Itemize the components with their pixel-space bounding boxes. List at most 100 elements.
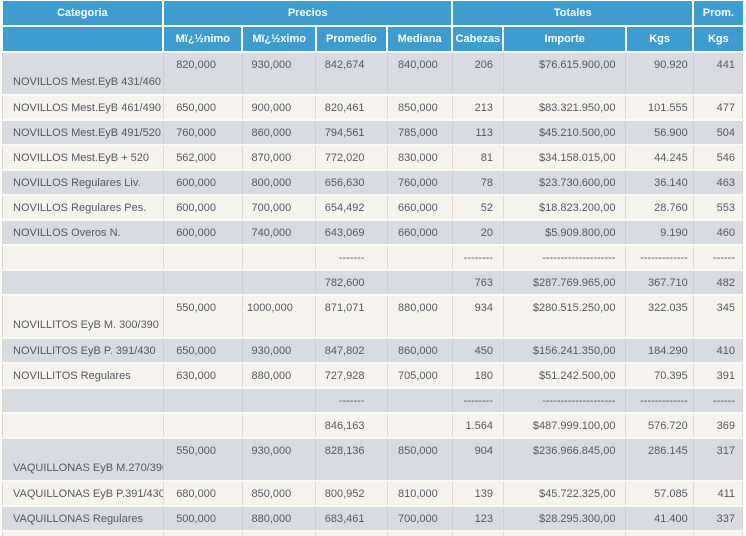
minimo-cell: 562,000 (163, 145, 243, 171)
prom-kgs-cell: 482 (693, 270, 744, 296)
header-maximo: Mï¿½ximo (242, 26, 317, 53)
prom-kgs-cell: 317 (693, 438, 744, 482)
maximo-cell: 850,000 (242, 481, 317, 507)
header-precios: Precios (163, 1, 454, 27)
cabezas-cell: -------- (452, 388, 504, 414)
promedio-cell: 727,928 (315, 363, 388, 389)
kgs-cell: 9.190 (625, 220, 694, 246)
table-row-data: NOVILLOS Overos N. 600,000 740,000 643,0… (2, 220, 744, 246)
header-minimo: Mï¿½nimo (163, 26, 244, 53)
promedio-cell: 800,952 (315, 481, 388, 507)
kgs-cell: ------------- (625, 531, 694, 536)
importe-cell: -------------------- (503, 245, 627, 271)
cabezas-cell: 1.564 (452, 413, 504, 439)
maximo-cell: 860,000 (242, 120, 317, 146)
header-totales: Totales (452, 1, 695, 27)
category-cell: VAQUILLONAS Regulares (2, 506, 164, 532)
kgs-cell: 90.920 (625, 52, 694, 96)
maximo-cell (242, 413, 317, 439)
prom-kgs-cell: 345 (693, 295, 744, 339)
prom-kgs-cell: 546 (693, 145, 744, 171)
mediana-cell: 850,000 (387, 438, 453, 482)
category-cell: NOVILLOS Regulares Pes. (2, 195, 164, 221)
minimo-cell: 680,000 (163, 481, 243, 507)
header-group-row: Categoria Precios Totales Prom. (2, 1, 743, 27)
mediana-cell: 810,000 (387, 481, 453, 507)
kgs-cell: 101.555 (625, 95, 694, 121)
category-cell: NOVILLOS Overos N. (2, 220, 164, 246)
prom-kgs-cell: ------ (693, 388, 744, 414)
maximo-cell (242, 270, 317, 296)
mediana-cell (387, 270, 453, 296)
kgs-cell: 576.720 (625, 413, 694, 439)
kgs-cell: 184.290 (625, 338, 694, 364)
kgs-cell: ------------- (625, 388, 694, 414)
cabezas-cell: 450 (452, 338, 504, 364)
mediana-cell: 660,000 (387, 220, 453, 246)
minimo-cell (163, 531, 243, 536)
prom-kgs-cell: 460 (693, 220, 744, 246)
prom-kgs-cell: ------ (693, 245, 744, 271)
category-cell: VAQUILLONAS EyB P.391/430 (2, 481, 164, 507)
minimo-cell: 550,000 (163, 295, 243, 339)
prom-kgs-cell: 369 (693, 413, 744, 439)
category-cell: NOVILLOS Mest.EyB 491/520 (2, 120, 164, 146)
promedio-cell: 846,163 (315, 413, 388, 439)
promedio-cell: 842,674 (315, 52, 388, 96)
header-mediana: Mediana (387, 26, 454, 53)
kgs-cell: 41.400 (625, 506, 694, 532)
maximo-cell: 930,000 (242, 52, 317, 96)
importe-cell: -------------------- (503, 388, 627, 414)
importe-cell: $280.515.250,00 (503, 295, 627, 339)
importe-cell: $83.321.950,00 (503, 95, 627, 121)
minimo-cell: 600,000 (163, 170, 243, 196)
cabezas-cell: 123 (452, 506, 504, 532)
table-row-data: NOVILLITOS Regulares 630,000 880,000 727… (2, 363, 744, 389)
header-kgs: Kgs (625, 26, 695, 53)
minimo-cell (163, 245, 243, 271)
header-prom: Prom. (693, 1, 743, 27)
maximo-cell (242, 531, 317, 536)
minimo-cell (163, 388, 243, 414)
maximo-cell (242, 388, 317, 414)
mediana-cell: 700,000 (387, 506, 453, 532)
table-row-data: VAQUILLONAS Regulares 500,000 880,000 68… (2, 506, 744, 532)
cabezas-cell: 180 (452, 363, 504, 389)
maximo-cell: 880,000 (242, 506, 317, 532)
cabezas-cell: 763 (452, 270, 504, 296)
minimo-cell (163, 413, 243, 439)
importe-cell: $236.966.845,00 (503, 438, 627, 482)
mediana-cell (387, 531, 453, 536)
importe-cell: $34.158.015,00 (503, 145, 627, 171)
promedio-cell: 772,020 (315, 145, 388, 171)
minimo-cell: 650,000 (163, 95, 243, 121)
mediana-cell: 785,000 (387, 120, 453, 146)
maximo-cell: 880,000 (242, 363, 317, 389)
importe-cell: $23.730.600,00 (503, 170, 627, 196)
prom-kgs-cell: 411 (693, 481, 744, 507)
promedio-cell: 847,802 (315, 338, 388, 364)
table-header: Categoria Precios Totales Prom. Mï¿½nimo… (2, 1, 743, 53)
promedio-cell: 656,630 (315, 170, 388, 196)
cabezas-cell: 139 (452, 481, 504, 507)
table-row-data: NOVILLOS Mest.EyB 461/490 650,000 900,00… (2, 95, 744, 121)
importe-cell: $76.615.900,00 (503, 52, 627, 96)
promedio-cell: ------- (315, 388, 388, 414)
header-cabezas: Cabezas (452, 26, 505, 53)
category-cell: NOVILLITOS Regulares (2, 363, 164, 389)
promedio-cell: 828,136 (315, 438, 388, 482)
importe-cell: $28.295.300,00 (503, 506, 627, 532)
header-columns-row: Mï¿½nimo Mï¿½ximo Promedio Mediana Cabez… (2, 26, 743, 53)
promedio-cell: ------- (315, 531, 388, 536)
importe-cell: $51.242.500,00 (503, 363, 627, 389)
category-cell: NOVILLITOS EyB P. 391/430 (2, 338, 164, 364)
promedio-cell: 794,561 (315, 120, 388, 146)
prom-kgs-cell: 391 (693, 363, 744, 389)
mediana-cell: 830,000 (387, 145, 453, 171)
maximo-cell: 930,000 (242, 338, 317, 364)
cabezas-cell: 78 (452, 170, 504, 196)
category-cell: NOVILLOS Mest.EyB 461/490 (2, 95, 164, 121)
table-body: NOVILLOS Mest.EyB 431/460 820,000 930,00… (2, 52, 744, 536)
